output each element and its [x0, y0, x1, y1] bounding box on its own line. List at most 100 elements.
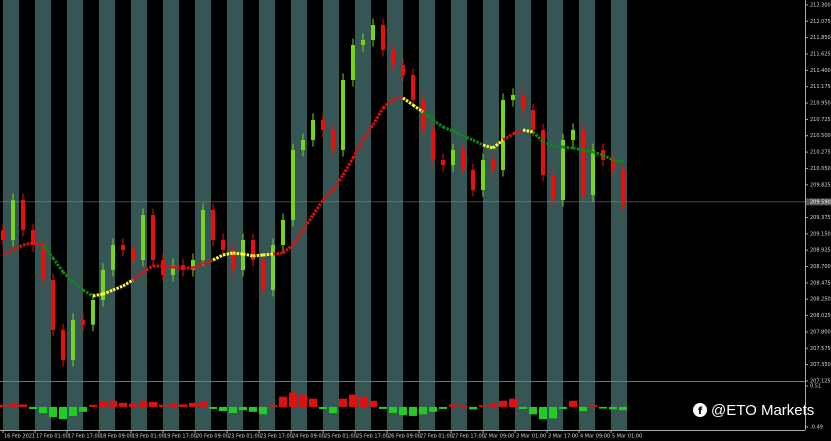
x-tick-label: 4 Mar 09:00 — [580, 434, 610, 440]
candle-body — [221, 240, 225, 250]
histogram-bar — [519, 406, 527, 409]
candle-body — [551, 174, 555, 200]
moving-average-segment — [542, 140, 554, 148]
candle-body — [261, 260, 265, 291]
y-tick-label: 209.150 — [810, 231, 831, 237]
candle-body — [431, 130, 435, 161]
moving-average-segment — [592, 150, 604, 157]
moving-average-segment — [212, 253, 224, 262]
histogram-bar — [59, 406, 67, 420]
histogram-bar — [189, 402, 197, 407]
candle-body — [421, 99, 425, 131]
moving-average-segment — [321, 188, 335, 202]
histogram-bar — [559, 406, 567, 409]
session-band — [579, 0, 595, 430]
candle-body — [391, 49, 395, 65]
moving-average-segment — [552, 144, 564, 149]
moving-average-segment — [61, 270, 75, 284]
histogram-bar — [9, 403, 17, 407]
moving-average-segment — [262, 252, 274, 257]
candle-body — [571, 130, 575, 141]
histogram-bar — [419, 406, 427, 415]
histogram-bar — [179, 404, 187, 407]
candle-body — [351, 44, 355, 81]
candle-body — [501, 99, 505, 170]
watermark: f @ETO Markets — [693, 402, 814, 419]
y-tick-label: 208.475 — [810, 280, 831, 286]
histogram-bar — [539, 406, 547, 420]
moving-average-segment — [301, 214, 315, 231]
candle-body — [271, 244, 275, 291]
candle-body — [171, 265, 175, 275]
histogram-bar — [399, 406, 407, 416]
moving-average-segment — [341, 157, 355, 176]
moving-average-segment — [32, 241, 44, 247]
session-band — [451, 0, 467, 430]
moving-average-segment — [371, 107, 385, 126]
candle-body — [531, 110, 535, 131]
candle-body — [31, 229, 35, 245]
y-tick-label: 211.400 — [810, 68, 831, 74]
session-band — [483, 0, 499, 430]
candle-body — [131, 249, 135, 261]
moving-average-segment — [222, 251, 234, 257]
moving-average-segment — [282, 243, 294, 255]
histogram-bar — [299, 394, 307, 407]
session-band — [323, 0, 339, 430]
y-tick-label: 210.050 — [810, 166, 831, 172]
moving-average-segment — [132, 270, 144, 282]
histogram-bar — [489, 403, 497, 407]
candle-body — [101, 269, 105, 300]
session-band — [227, 0, 243, 430]
x-tick-label: 19 Feb 01:00 — [132, 434, 165, 440]
candle-body — [81, 319, 85, 325]
candle-body — [21, 199, 25, 230]
histogram-bar — [49, 406, 57, 418]
session-band — [611, 0, 627, 430]
moving-average-segment — [41, 244, 55, 259]
x-tick-label: 25 Feb 01:00 — [324, 434, 357, 440]
candle-body — [471, 169, 475, 191]
y-tick-label: 207.125 — [810, 379, 831, 385]
moving-average-segment — [502, 132, 514, 142]
y-tick-label: 209.825 — [810, 182, 831, 188]
histogram-bar — [249, 406, 257, 412]
histogram-bar — [89, 404, 97, 407]
moving-average-segment — [232, 251, 244, 256]
session-band — [163, 0, 179, 430]
y-tick-label: 212.300 — [810, 2, 831, 8]
moving-average-segment — [331, 174, 345, 191]
moving-average-segment — [92, 292, 104, 298]
histogram-bar — [459, 405, 467, 407]
candle-body — [141, 215, 145, 261]
moving-average-segment — [172, 265, 184, 270]
session-band — [419, 0, 435, 430]
histogram-bar — [119, 402, 127, 407]
session-band — [355, 0, 371, 430]
moving-average-segment — [602, 153, 614, 162]
histogram-bar — [0, 404, 7, 407]
histogram-bar — [279, 396, 287, 407]
histogram-bar — [449, 404, 457, 407]
x-tick-label: 18 Feb 09:00 — [100, 434, 133, 440]
histogram-bar — [149, 401, 157, 407]
histogram-bar — [389, 406, 397, 414]
candle-body — [311, 119, 315, 141]
candle-body — [51, 279, 55, 330]
candle-body — [381, 24, 385, 50]
candle-body — [591, 149, 595, 195]
histogram-bar — [139, 400, 147, 407]
y-tick-label: 210.725 — [810, 117, 831, 123]
histogram-bar — [439, 406, 447, 409]
candle-body — [151, 215, 155, 261]
candle-body — [611, 160, 615, 170]
y-tick-label: 211.625 — [810, 51, 831, 57]
y-tick-label: 208.250 — [810, 297, 831, 303]
session-band — [291, 0, 307, 430]
histogram-bar — [159, 404, 167, 407]
candle-body — [111, 244, 115, 270]
moving-average-segment — [472, 138, 484, 147]
histogram-bar — [359, 396, 367, 407]
candle-body — [511, 94, 515, 100]
